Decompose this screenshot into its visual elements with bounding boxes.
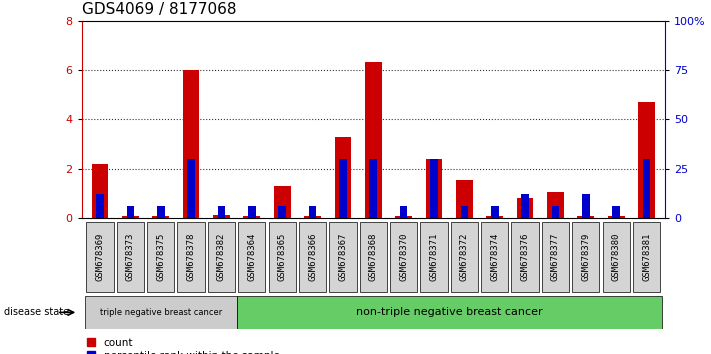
Bar: [309, 206, 316, 218]
Bar: [400, 206, 407, 218]
Bar: [395, 217, 412, 218]
FancyBboxPatch shape: [208, 222, 235, 292]
FancyBboxPatch shape: [238, 222, 265, 292]
Bar: [521, 194, 529, 218]
FancyBboxPatch shape: [542, 222, 569, 292]
Text: GSM678365: GSM678365: [278, 233, 287, 281]
FancyBboxPatch shape: [633, 222, 661, 292]
Text: triple negative breast cancer: triple negative breast cancer: [100, 308, 222, 317]
Bar: [248, 206, 256, 218]
Bar: [577, 217, 594, 218]
FancyBboxPatch shape: [329, 222, 357, 292]
Bar: [365, 62, 382, 218]
Bar: [491, 206, 498, 218]
FancyBboxPatch shape: [237, 296, 662, 329]
Bar: [96, 194, 104, 218]
Bar: [612, 206, 620, 218]
Bar: [370, 159, 377, 218]
Text: GSM678374: GSM678374: [491, 233, 499, 281]
Bar: [643, 159, 651, 218]
Text: disease state: disease state: [4, 307, 69, 318]
Text: GSM678372: GSM678372: [460, 233, 469, 281]
Bar: [456, 179, 473, 218]
Bar: [335, 137, 351, 218]
Text: GSM678379: GSM678379: [582, 233, 590, 281]
Text: GSM678369: GSM678369: [95, 233, 105, 281]
Bar: [461, 206, 468, 218]
Bar: [183, 70, 199, 218]
Text: GSM678378: GSM678378: [186, 233, 196, 281]
Text: GSM678377: GSM678377: [551, 233, 560, 281]
Bar: [152, 217, 169, 218]
Bar: [426, 159, 442, 218]
Text: GSM678364: GSM678364: [247, 233, 256, 281]
Text: non-triple negative breast cancer: non-triple negative breast cancer: [356, 307, 542, 318]
FancyBboxPatch shape: [178, 222, 205, 292]
FancyBboxPatch shape: [602, 222, 630, 292]
Text: GSM678368: GSM678368: [369, 233, 378, 281]
Text: GSM678373: GSM678373: [126, 233, 135, 281]
Text: GSM678371: GSM678371: [429, 233, 439, 281]
Bar: [608, 217, 624, 218]
Text: GSM678366: GSM678366: [308, 233, 317, 281]
Text: GDS4069 / 8177068: GDS4069 / 8177068: [82, 2, 236, 17]
Bar: [122, 217, 139, 218]
Text: GSM678367: GSM678367: [338, 233, 348, 281]
Text: GSM678381: GSM678381: [642, 233, 651, 281]
FancyBboxPatch shape: [269, 222, 296, 292]
Bar: [486, 217, 503, 218]
FancyBboxPatch shape: [117, 222, 144, 292]
Bar: [92, 164, 108, 218]
Text: GSM678376: GSM678376: [520, 233, 530, 281]
Bar: [552, 206, 560, 218]
Text: GSM678375: GSM678375: [156, 233, 165, 281]
FancyBboxPatch shape: [451, 222, 478, 292]
Bar: [213, 215, 230, 218]
Bar: [638, 102, 655, 218]
FancyBboxPatch shape: [511, 222, 539, 292]
Bar: [517, 198, 533, 218]
Bar: [274, 186, 291, 218]
FancyBboxPatch shape: [572, 222, 599, 292]
FancyBboxPatch shape: [360, 222, 387, 292]
Text: GSM678380: GSM678380: [611, 233, 621, 281]
Bar: [127, 206, 134, 218]
Bar: [243, 217, 260, 218]
Bar: [339, 159, 347, 218]
FancyBboxPatch shape: [147, 222, 174, 292]
Bar: [187, 159, 195, 218]
FancyBboxPatch shape: [86, 222, 114, 292]
Text: GSM678370: GSM678370: [399, 233, 408, 281]
FancyBboxPatch shape: [481, 222, 508, 292]
Bar: [582, 194, 589, 218]
Bar: [304, 217, 321, 218]
FancyBboxPatch shape: [420, 222, 448, 292]
Bar: [157, 206, 164, 218]
FancyBboxPatch shape: [85, 296, 237, 329]
Bar: [218, 206, 225, 218]
Legend: count, percentile rank within the sample: count, percentile rank within the sample: [87, 338, 279, 354]
Bar: [430, 159, 438, 218]
FancyBboxPatch shape: [390, 222, 417, 292]
Bar: [547, 192, 564, 218]
Text: GSM678382: GSM678382: [217, 233, 226, 281]
FancyBboxPatch shape: [299, 222, 326, 292]
Bar: [279, 206, 286, 218]
